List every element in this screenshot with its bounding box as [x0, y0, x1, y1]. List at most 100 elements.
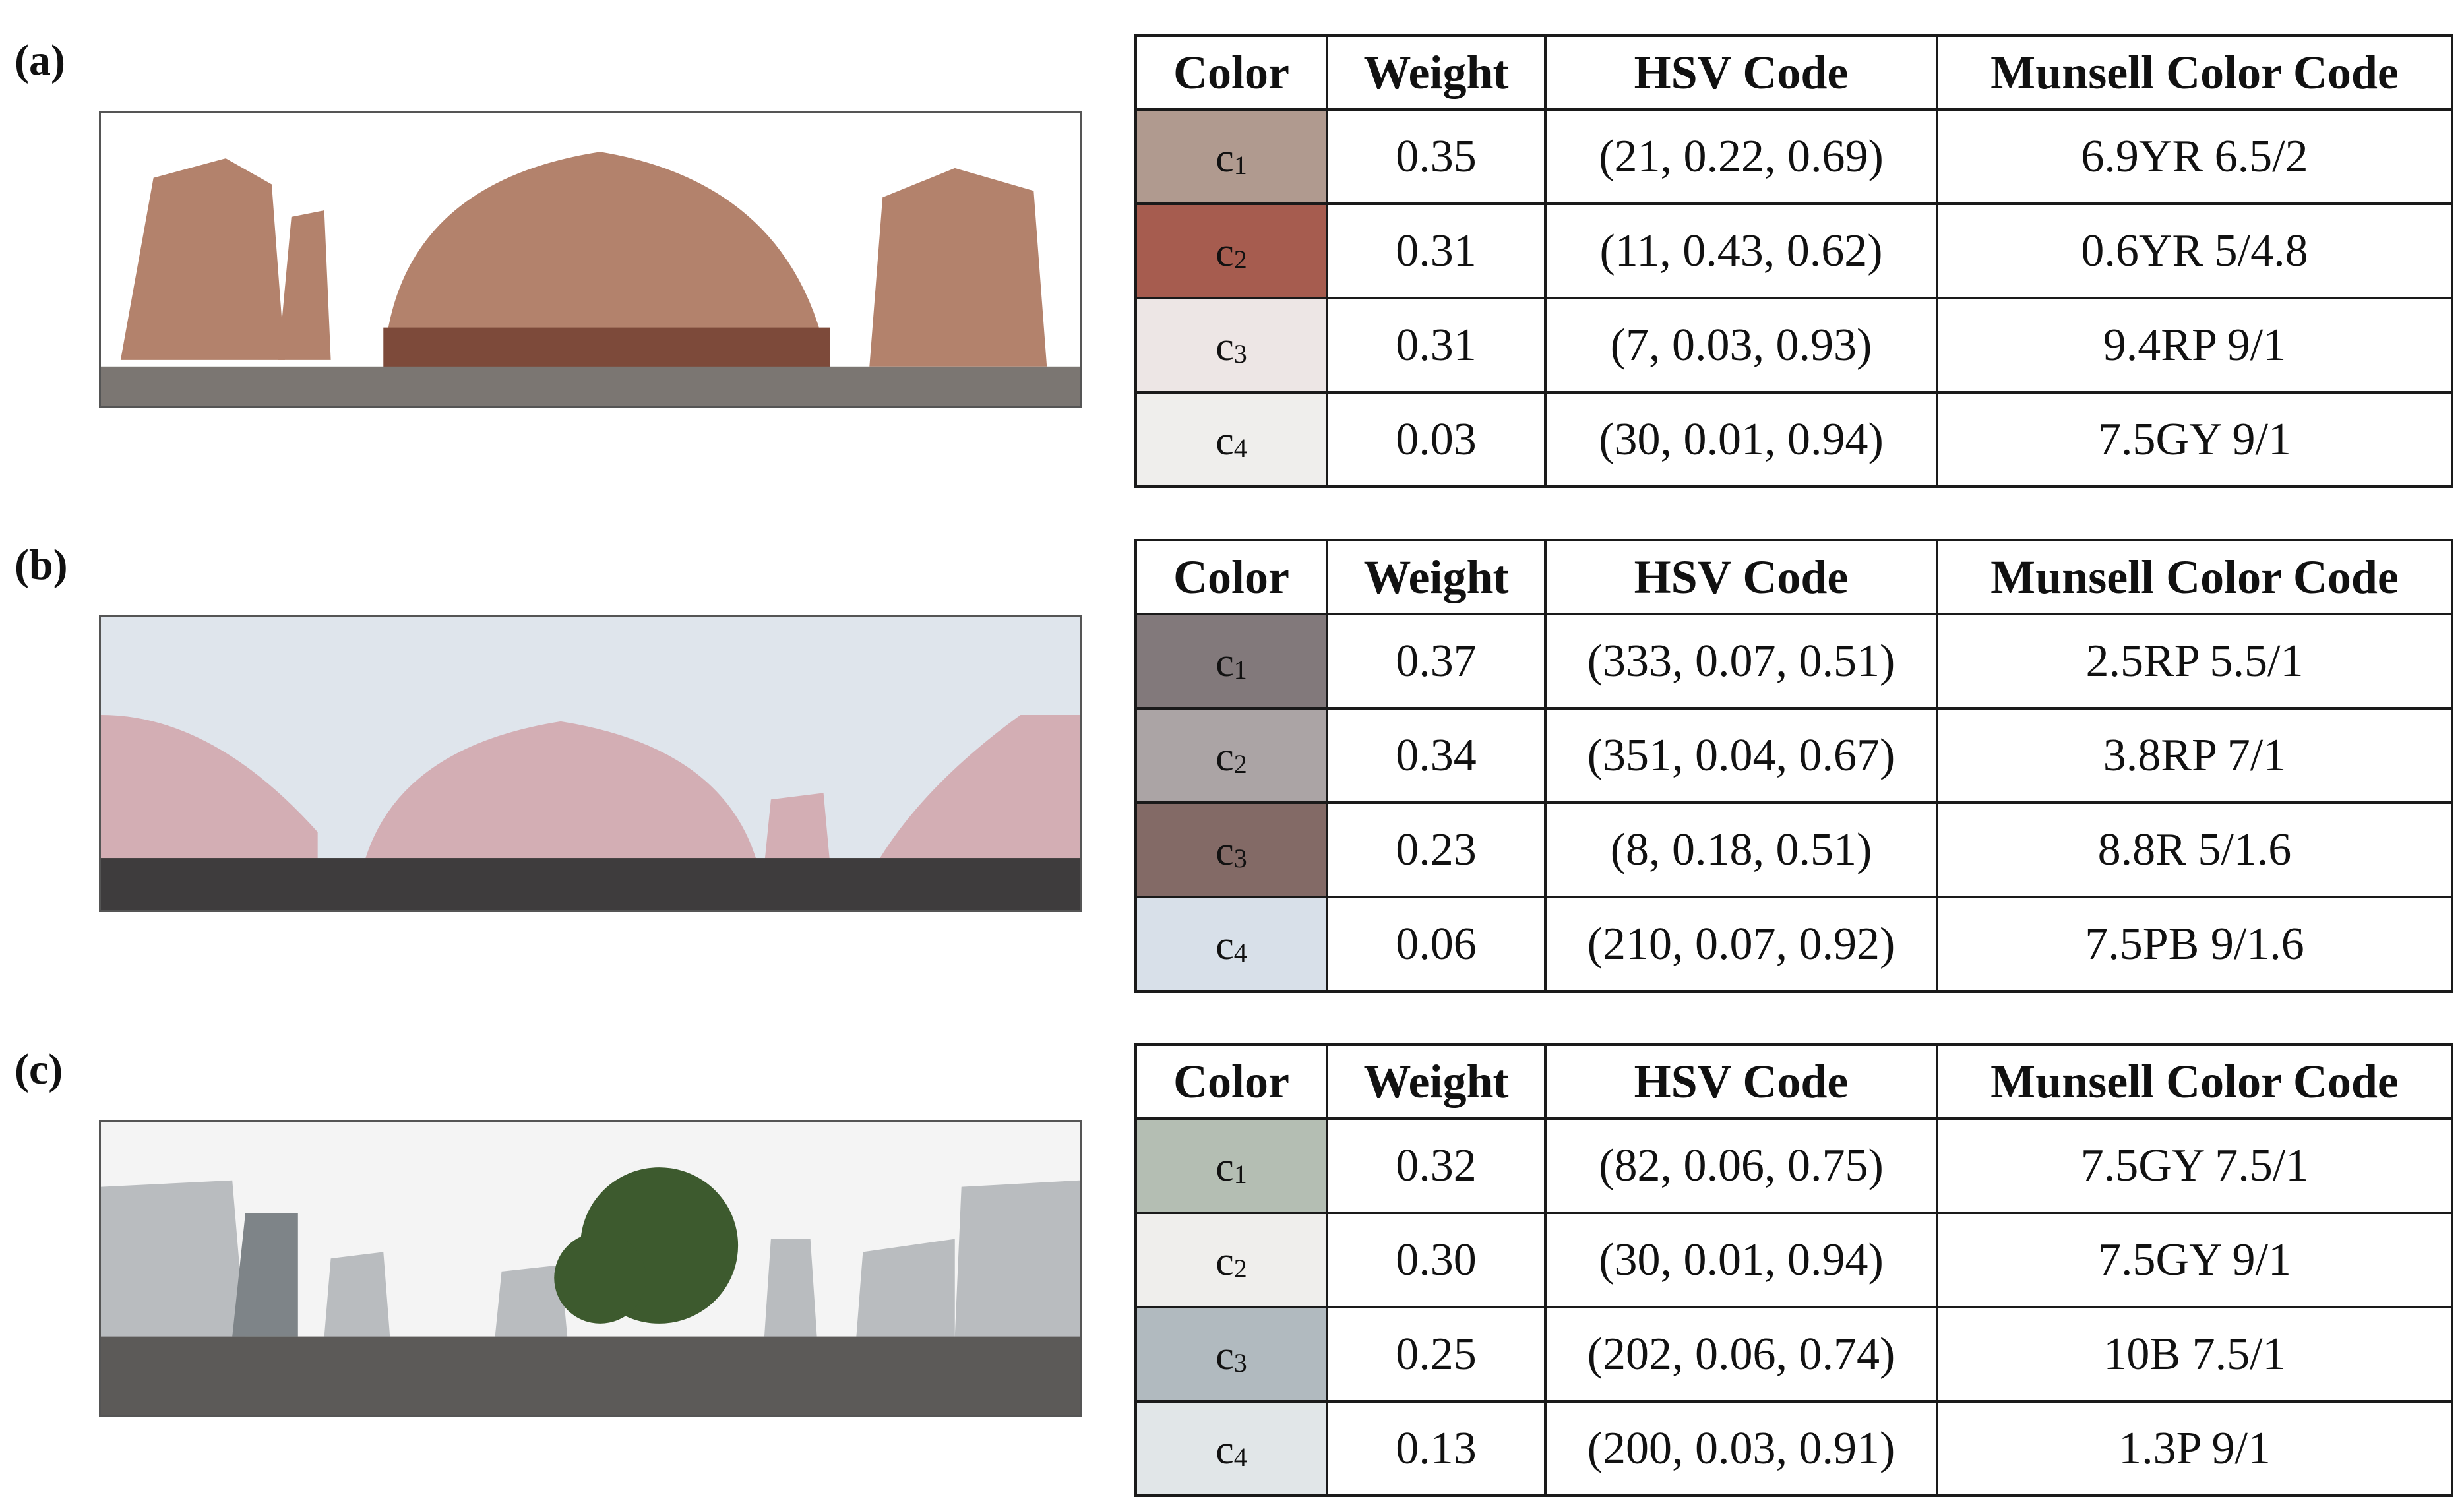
street-panorama: [101, 617, 1080, 910]
header-munsell: Munsell Color Code: [1936, 539, 2453, 615]
color-swatch: c4: [1134, 896, 1328, 993]
color-label: c1: [1216, 135, 1247, 181]
hsv-cell: (200, 0.03, 0.91): [1544, 1400, 1938, 1497]
munsell-cell: 3.8RP 7/1: [1936, 707, 2453, 804]
panel-label: (b): [15, 541, 68, 589]
road: [101, 858, 1080, 910]
hsv-cell: (30, 0.01, 0.94): [1544, 1212, 1938, 1308]
header-hsv: HSV Code: [1544, 34, 1938, 111]
color-label: c3: [1216, 828, 1247, 874]
color-swatch: c2: [1134, 1212, 1328, 1308]
munsell-cell: 6.9YR 6.5/2: [1936, 108, 2453, 205]
tree: [554, 1232, 646, 1324]
color-swatch: c1: [1134, 108, 1328, 205]
color-label: c2: [1216, 1239, 1247, 1284]
color-label: c4: [1216, 418, 1247, 464]
header-weight: Weight: [1326, 34, 1547, 111]
table-row: c4 0.06 (210, 0.07, 0.92) 7.5PB 9/1.6: [1134, 896, 2453, 993]
street-panorama: [101, 1122, 1080, 1415]
table-row: c4 0.03 (30, 0.01, 0.94) 7.5GY 9/1: [1134, 391, 2453, 488]
hsv-cell: (210, 0.07, 0.92): [1544, 896, 1938, 993]
weight-cell: 0.31: [1326, 297, 1547, 394]
table-header-row: Color Weight HSV Code Munsell Color Code: [1134, 539, 2453, 615]
header-munsell: Munsell Color Code: [1936, 1043, 2453, 1120]
ground: [101, 366, 1080, 406]
table-row: c2 0.30 (30, 0.01, 0.94) 7.5GY 9/1: [1134, 1212, 2453, 1308]
munsell-cell: 1.3P 9/1: [1936, 1400, 2453, 1497]
color-table: Color Weight HSV Code Munsell Color Code…: [1134, 539, 2453, 993]
color-swatch: c1: [1134, 1117, 1328, 1214]
color-label: c1: [1216, 1144, 1247, 1190]
color-label: c4: [1216, 923, 1247, 968]
figure-panel-a: (a) Color Weight HSV Code Munsell Color …: [0, 20, 2464, 488]
color-swatch: c3: [1134, 801, 1328, 898]
table-row: c1 0.37 (333, 0.07, 0.51) 2.5RP 5.5/1: [1134, 613, 2453, 710]
munsell-cell: 10B 7.5/1: [1936, 1306, 2453, 1403]
weight-cell: 0.31: [1326, 202, 1547, 299]
panorama-image: [99, 111, 1082, 408]
weight-cell: 0.30: [1326, 1212, 1547, 1308]
table-row: c3 0.23 (8, 0.18, 0.51) 8.8R 5/1.6: [1134, 801, 2453, 898]
header-hsv: HSV Code: [1544, 539, 1938, 615]
table-row: c2 0.31 (11, 0.43, 0.62) 0.6YR 5/4.8: [1134, 202, 2453, 299]
hsv-cell: (202, 0.06, 0.74): [1544, 1306, 1938, 1403]
weight-cell: 0.23: [1326, 801, 1547, 898]
building-left-far: [232, 1213, 298, 1337]
building-left: [101, 715, 318, 865]
color-swatch: c1: [1134, 613, 1328, 710]
color-swatch: c3: [1134, 297, 1328, 394]
hsv-cell: (7, 0.03, 0.93): [1544, 297, 1938, 394]
munsell-cell: 7.5GY 9/1: [1936, 391, 2453, 488]
building-mid-right: [764, 1239, 817, 1337]
hsv-cell: (30, 0.01, 0.94): [1544, 391, 1938, 488]
panorama-image: [99, 615, 1082, 912]
header-munsell: Munsell Color Code: [1936, 34, 2453, 111]
color-label: c3: [1216, 324, 1247, 369]
color-swatch: c4: [1134, 1400, 1328, 1497]
color-label: c2: [1216, 734, 1247, 780]
color-label: c1: [1216, 640, 1247, 685]
munsell-cell: 2.5RP 5.5/1: [1936, 613, 2453, 710]
building-mid-left: [324, 1252, 390, 1337]
header-weight: Weight: [1326, 1043, 1547, 1120]
panel-label: (c): [15, 1045, 63, 1093]
color-swatch: c4: [1134, 391, 1328, 488]
building-mid: [495, 1265, 568, 1337]
building-center: [363, 721, 758, 865]
weight-cell: 0.13: [1326, 1400, 1547, 1497]
color-label: c3: [1216, 1333, 1247, 1378]
weight-cell: 0.32: [1326, 1117, 1547, 1214]
table-row: c3 0.31 (7, 0.03, 0.93) 9.4RP 9/1: [1134, 297, 2453, 394]
munsell-cell: 9.4RP 9/1: [1936, 297, 2453, 394]
weight-cell: 0.06: [1326, 896, 1547, 993]
building-left: [101, 1180, 246, 1337]
header-weight: Weight: [1326, 539, 1547, 615]
table-header-row: Color Weight HSV Code Munsell Color Code: [1134, 34, 2453, 111]
color-label: c4: [1216, 1427, 1247, 1473]
color-table: Color Weight HSV Code Munsell Color Code…: [1134, 1043, 2453, 1497]
table-row: c1 0.32 (82, 0.06, 0.75) 7.5GY 7.5/1: [1134, 1117, 2453, 1214]
building-center: [383, 152, 830, 373]
weight-cell: 0.35: [1326, 108, 1547, 205]
header-color: Color: [1134, 539, 1328, 615]
header-color: Color: [1134, 34, 1328, 111]
figure-panel-b: (b) Color Weight HSV Code Munsell Color …: [0, 524, 2464, 993]
building-right-far: [856, 1239, 955, 1337]
panel-label: (a): [15, 36, 65, 84]
weight-cell: 0.37: [1326, 613, 1547, 710]
color-label: c2: [1216, 230, 1247, 275]
weight-cell: 0.34: [1326, 707, 1547, 804]
color-swatch: c2: [1134, 707, 1328, 804]
color-table: Color Weight HSV Code Munsell Color Code…: [1134, 34, 2453, 488]
hsv-cell: (351, 0.04, 0.67): [1544, 707, 1938, 804]
table-row: c2 0.34 (351, 0.04, 0.67) 3.8RP 7/1: [1134, 707, 2453, 804]
munsell-cell: 7.5PB 9/1.6: [1936, 896, 2453, 993]
munsell-cell: 7.5GY 9/1: [1936, 1212, 2453, 1308]
table-header-row: Color Weight HSV Code Munsell Color Code: [1134, 1043, 2453, 1120]
hsv-cell: (82, 0.06, 0.75): [1544, 1117, 1938, 1214]
building-center-base: [383, 327, 830, 373]
panorama-image: [99, 1120, 1082, 1417]
building-left: [120, 158, 285, 360]
table-row: c1 0.35 (21, 0.22, 0.69) 6.9YR 6.5/2: [1134, 108, 2453, 205]
table-row: c3 0.25 (202, 0.06, 0.74) 10B 7.5/1: [1134, 1306, 2453, 1403]
